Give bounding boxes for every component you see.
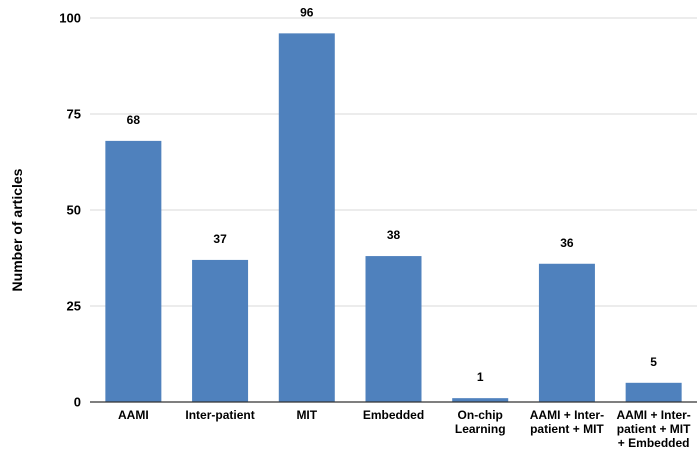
bar <box>538 263 595 402</box>
y-axis-title: Number of articles <box>9 168 25 291</box>
bar <box>625 382 682 402</box>
x-tick-label-line: MIT <box>296 408 317 422</box>
bar <box>365 256 422 402</box>
data-label: 37 <box>213 232 227 246</box>
data-label: 36 <box>560 236 574 250</box>
x-tick-label: Embedded <box>363 408 424 422</box>
x-tick-label: AAMI + Inter-patient + MIT + Embedded <box>616 408 691 450</box>
y-tick-label: 50 <box>67 203 81 218</box>
data-label: 38 <box>387 228 401 242</box>
x-tick-label: Inter-patient <box>185 408 254 422</box>
data-label: 96 <box>300 5 314 19</box>
bar <box>452 398 509 402</box>
y-tick-label: 0 <box>74 395 81 410</box>
x-tick-label-line: + Embedded <box>618 436 690 450</box>
y-tick-label: 25 <box>67 299 81 314</box>
x-tick-label: AAMI <box>118 408 149 422</box>
x-tick-label-line: AAMI <box>118 408 149 422</box>
x-tick-label-line: patient + MIT <box>617 422 691 436</box>
data-label: 5 <box>650 355 657 369</box>
data-label: 1 <box>477 370 484 384</box>
bar <box>278 33 335 403</box>
x-tick-label: On-chip Learning <box>455 408 506 436</box>
labels: 0 25 50 75 100 68 AAMI 37 Inter-patient 96 MIT 38 Em… <box>59 5 691 450</box>
y-tick-label: 100 <box>59 11 81 26</box>
x-tick-label-line: On-chip <box>458 408 503 422</box>
bar <box>105 140 162 402</box>
x-tick-label: MIT <box>296 408 317 422</box>
x-tick-label-line: Inter-patient <box>185 408 254 422</box>
bar <box>192 259 249 402</box>
x-tick-label-line: AAMI + Inter- <box>616 408 690 422</box>
x-tick-label-line: Learning <box>455 422 506 436</box>
x-tick-label-line: Embedded <box>363 408 424 422</box>
x-tick-label-line: AAMI + Inter- <box>530 408 604 422</box>
x-tick-label: AAMI + Inter-patient + MIT <box>530 408 605 436</box>
data-label: 68 <box>127 113 141 127</box>
x-tick-label-line: patient + MIT <box>530 422 604 436</box>
bars <box>105 33 682 403</box>
y-tick-label: 75 <box>67 107 81 122</box>
